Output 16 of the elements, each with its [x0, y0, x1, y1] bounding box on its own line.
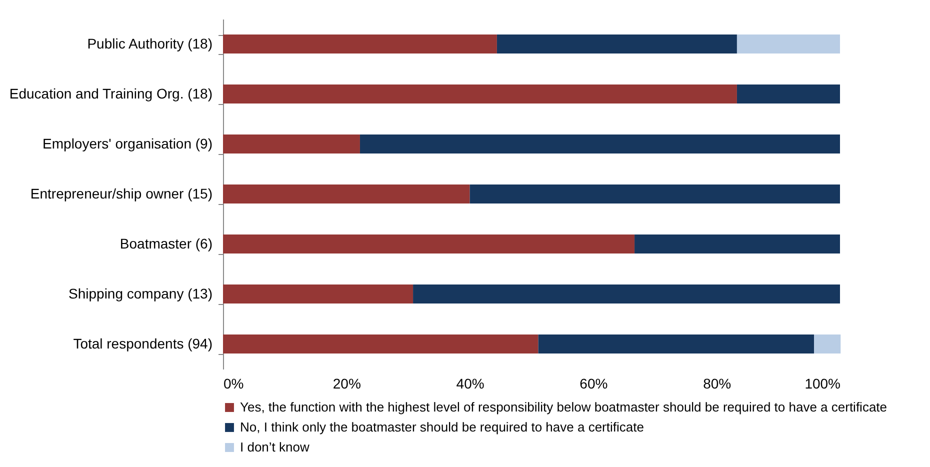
x-tick-label: 40%	[456, 376, 484, 392]
y-tick-label: Total respondents (94)	[73, 336, 212, 352]
y-tick-label: Shipping company (13)	[68, 286, 212, 302]
x-tick-label: 20%	[332, 376, 361, 392]
x-tick-label: 60%	[580, 376, 608, 392]
legend-label: No, I think only the boatmaster should be required to have a certificate	[240, 420, 644, 434]
x-tick-label: 0%	[224, 376, 244, 392]
legend-label: Yes, the function with the highest level of responsibility below boatmaster should be required to have a certificate	[240, 400, 888, 414]
x-tick-label: 100%	[804, 376, 840, 392]
y-tick-label: Employers' organisation (9)	[42, 136, 212, 152]
y-tick-label: Boatmaster (6)	[120, 236, 212, 252]
legend-label: I don’t know	[240, 440, 310, 454]
y-tick-label: Education and Training Org. (18)	[9, 86, 212, 102]
x-tick-label: 80%	[703, 376, 732, 392]
y-tick-label: Entrepreneur/ship owner (15)	[30, 186, 212, 202]
y-tick-label: Public Authority (18)	[87, 36, 212, 52]
